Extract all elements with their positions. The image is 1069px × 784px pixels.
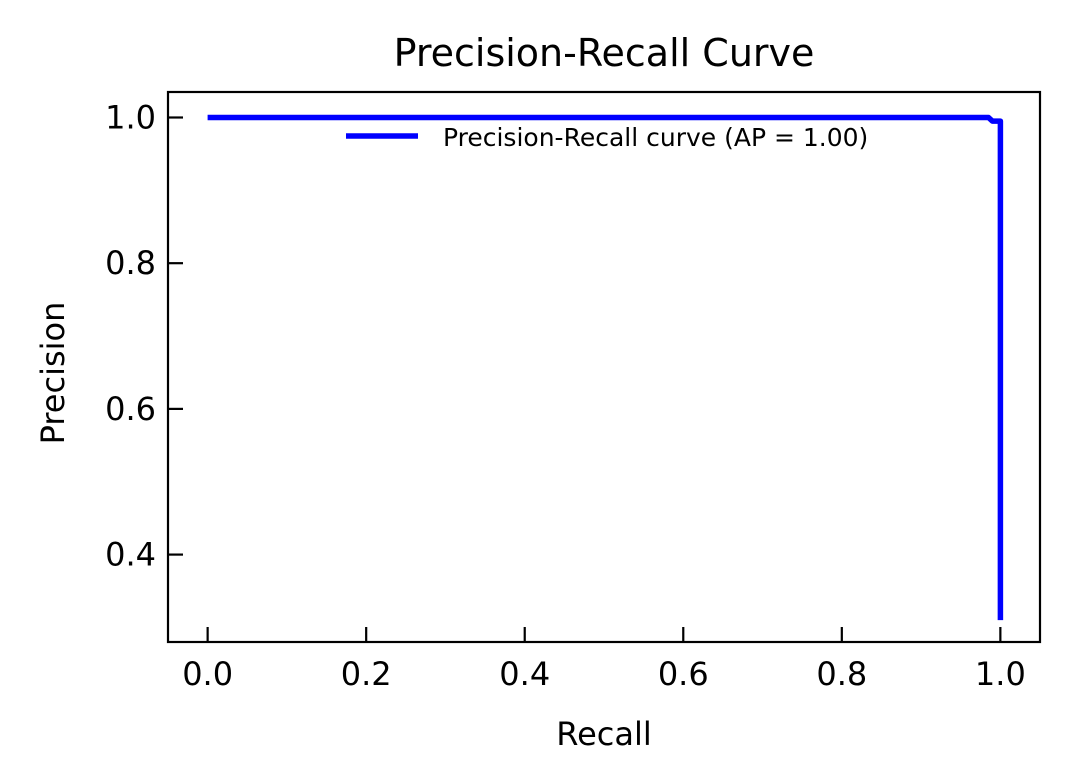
x-axis-label: Recall bbox=[556, 715, 651, 753]
plot-area: 0.0 0.2 0.4 0.6 0.8 1.0 0.4 0.6 0.8 1.0 bbox=[105, 90, 1042, 693]
y-tick-label: 1.0 bbox=[105, 98, 156, 136]
y-tick-label: 0.8 bbox=[105, 244, 156, 282]
plot-frame bbox=[166, 90, 1042, 644]
x-tick-label: 0.4 bbox=[499, 655, 550, 693]
x-tick-label: 0.2 bbox=[341, 655, 392, 693]
x-tick-label: 0.0 bbox=[182, 655, 233, 693]
chart-title: Precision-Recall Curve bbox=[394, 31, 815, 75]
y-tick-label: 0.6 bbox=[105, 390, 156, 428]
x-tick-label: 1.0 bbox=[975, 655, 1026, 693]
x-tick-label: 0.8 bbox=[816, 655, 867, 693]
y-axis-label: Precision bbox=[34, 302, 72, 445]
series-line-0 bbox=[207, 114, 1004, 621]
y-tick-label: 0.4 bbox=[105, 536, 156, 574]
x-tick-label: 0.6 bbox=[658, 655, 709, 693]
legend: Precision-Recall curve (AP = 1.00) bbox=[346, 123, 868, 152]
legend-label: Precision-Recall curve (AP = 1.00) bbox=[443, 123, 868, 152]
